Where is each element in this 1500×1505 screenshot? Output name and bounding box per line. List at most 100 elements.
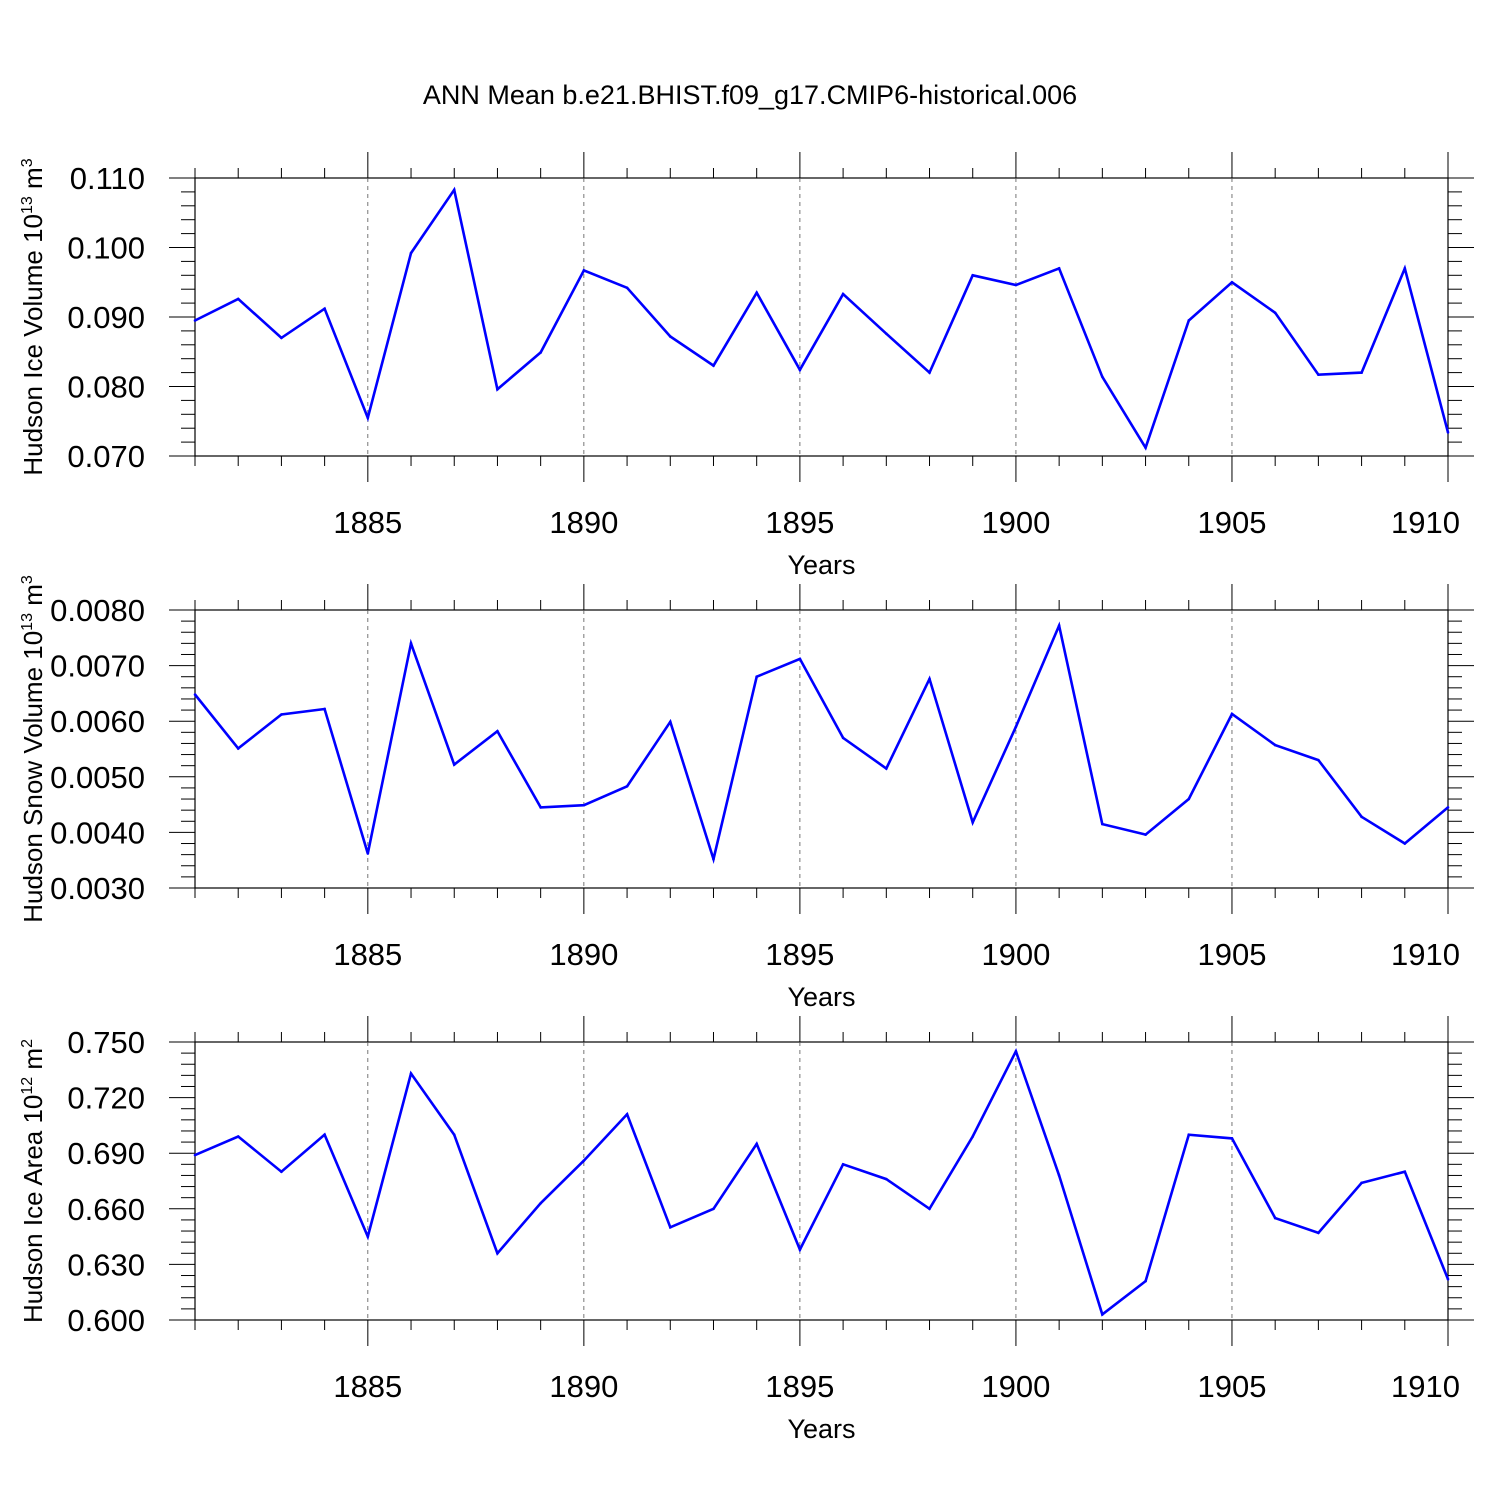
x-tick-label: 1895 [765, 937, 834, 972]
y-tick-label: 0.630 [67, 1247, 145, 1282]
x-tick-label: 1900 [981, 937, 1050, 972]
data-point [539, 1201, 542, 1205]
data-point [452, 1133, 456, 1136]
data-point [452, 763, 456, 766]
data-point [1403, 842, 1407, 845]
panel-1: 1885 1890 1895 1900 1905 1910 0.070 0.080 0.090 0… [18, 152, 1474, 580]
data-point [928, 677, 931, 681]
data-point [323, 307, 326, 310]
data-point [712, 1207, 715, 1211]
data-point [1144, 1279, 1147, 1283]
x-tick-label: 1905 [1197, 505, 1266, 540]
data-point [323, 1133, 326, 1136]
data-point [280, 1170, 283, 1174]
data-point [755, 1142, 758, 1146]
panel-2: 1885 1890 1895 1900 1905 1910 0.0030 0.0040 0.00… [18, 575, 1474, 1012]
figure-title: ANN Mean b.e21.BHIST.f09_g17.CMIP6-histo… [422, 80, 1078, 110]
data-point [1446, 1277, 1450, 1281]
data-point [668, 335, 672, 338]
data-point [409, 642, 413, 645]
data-point [236, 297, 240, 301]
data-point [1101, 1313, 1104, 1316]
y-tick-label: 0.720 [67, 1081, 145, 1116]
y-tick-label: 0.0040 [50, 815, 145, 850]
data-point [452, 188, 456, 192]
data-point [366, 416, 370, 420]
x-tick-label: 1885 [333, 505, 402, 540]
data-point [409, 1072, 413, 1075]
data-point [496, 387, 499, 391]
x-tick-label: 1885 [333, 1369, 402, 1404]
plot-frame [194, 1041, 1449, 1321]
data-point [1187, 319, 1191, 322]
data-point [668, 1226, 672, 1229]
data-point [1144, 833, 1147, 836]
series-line [194, 186, 1450, 451]
data-point [798, 1248, 802, 1251]
data-point [1273, 1216, 1277, 1220]
data-point [1446, 431, 1450, 434]
data-point [1317, 373, 1320, 376]
data-point [1273, 743, 1277, 747]
data-point [1057, 1174, 1061, 1177]
data-point [712, 857, 715, 861]
data-point [1317, 1231, 1320, 1235]
data-point [1403, 1170, 1407, 1174]
y-tick-label: 0.110 [70, 161, 145, 196]
y-tick-label: 0.0080 [50, 593, 145, 628]
data-point [625, 1112, 629, 1116]
plot-frame [194, 177, 1449, 457]
data-point [885, 767, 888, 770]
data-point [1057, 624, 1061, 627]
data-point [1101, 822, 1104, 826]
data-point [755, 291, 758, 294]
x-tick-label: 1910 [1391, 937, 1460, 972]
data-point [971, 274, 975, 277]
x-tick-label: 1890 [549, 937, 618, 972]
data-point [1360, 1181, 1363, 1185]
x-axis-label: Years [787, 982, 855, 1012]
data-point [755, 675, 758, 679]
data-point [323, 707, 326, 711]
plot-frame [194, 609, 1449, 889]
data-point [1014, 1049, 1018, 1053]
data-point [798, 657, 802, 661]
series-line [193, 621, 1449, 864]
data-point [1057, 267, 1061, 270]
x-tick-label: 1910 [1391, 505, 1460, 540]
data-point [1014, 725, 1018, 729]
y-tick-label: 0.080 [67, 370, 145, 405]
data-point [193, 693, 197, 696]
x-tick-label: 1885 [333, 937, 402, 972]
x-tick-label: 1890 [549, 1369, 618, 1404]
x-axis-label: Years [787, 1414, 855, 1444]
data-point [1230, 1137, 1234, 1140]
data-point [496, 729, 499, 733]
data-point [1014, 283, 1018, 287]
data-point [366, 1235, 370, 1238]
data-point [625, 286, 629, 290]
data-point [1187, 797, 1191, 801]
data-point [280, 336, 283, 340]
data-point [582, 803, 586, 807]
data-point [496, 1251, 499, 1255]
y-tick-label: 0.750 [67, 1025, 145, 1060]
data-point [582, 269, 586, 272]
x-axis-label: Years [787, 550, 855, 580]
data-point [928, 371, 931, 374]
y-axis-label: Hudson Ice Area 1012 m2 [18, 1039, 48, 1323]
y-tick-label: 0.070 [67, 439, 145, 474]
y-tick-label: 0.600 [67, 1303, 145, 1338]
data-point [1230, 280, 1234, 284]
y-tick-label: 0.100 [67, 231, 145, 266]
data-point [236, 1135, 240, 1138]
data-point [798, 368, 802, 372]
series-line [194, 1047, 1450, 1317]
x-tick-label: 1895 [765, 1369, 834, 1404]
data-point [366, 852, 370, 855]
x-tick-label: 1900 [981, 1369, 1050, 1404]
x-tick-label: 1910 [1391, 1369, 1460, 1404]
data-point [1101, 375, 1104, 379]
